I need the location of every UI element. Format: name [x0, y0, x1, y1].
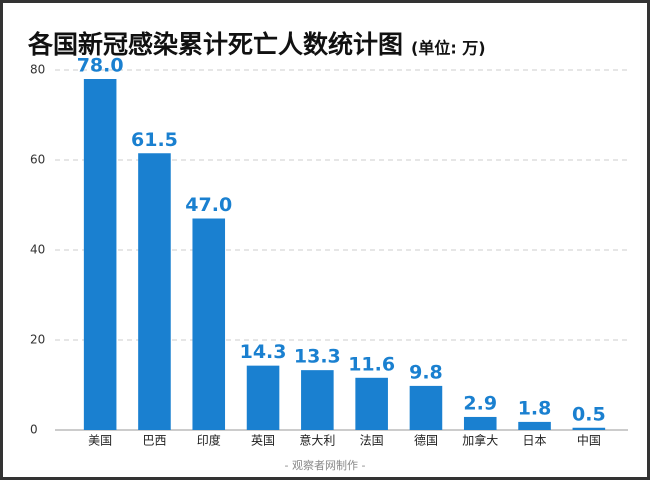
x-tick-label: 英国 — [251, 434, 275, 448]
chart-subtitle: (单位: 万) — [411, 39, 486, 58]
x-tick-label: 印度 — [197, 433, 221, 448]
bar — [246, 365, 280, 430]
bar — [138, 153, 171, 430]
x-tick-label: 巴西 — [142, 434, 166, 448]
y-tick-label: 40 — [30, 243, 45, 257]
x-tick-label: 中国 — [577, 433, 601, 448]
y-tick-label: 60 — [30, 153, 45, 167]
bar — [518, 421, 551, 430]
x-tick-label: 意大利 — [299, 433, 335, 448]
bar — [192, 218, 226, 430]
value-label: 2.9 — [463, 392, 497, 414]
value-label: 14.3 — [240, 341, 287, 363]
bar — [83, 79, 117, 430]
bar — [301, 370, 334, 430]
bar — [463, 416, 497, 430]
x-tick-label: 法国 — [360, 434, 384, 448]
x-tick-label: 美国 — [88, 434, 112, 448]
value-label: 61.5 — [131, 129, 178, 151]
x-tick-label: 加拿大 — [462, 433, 498, 448]
value-label: 1.8 — [518, 397, 552, 419]
x-tick-label: 日本 — [523, 434, 547, 448]
x-tick-label: 德国 — [414, 433, 438, 448]
chart-title: 各国新冠感染累计死亡人数统计图 — [27, 30, 403, 59]
value-label: 13.3 — [294, 346, 341, 368]
y-tick-label: 0 — [30, 423, 38, 437]
value-label: 47.0 — [185, 194, 232, 216]
value-label: 78.0 — [77, 55, 124, 77]
value-label: 9.8 — [409, 361, 443, 383]
y-tick-label: 20 — [30, 333, 45, 347]
bar — [409, 385, 443, 430]
footer: - 观察者网制作 - — [285, 458, 366, 472]
bar — [572, 427, 606, 430]
y-tick-label: 80 — [30, 63, 45, 77]
value-label: 0.5 — [572, 403, 606, 425]
value-label: 11.6 — [348, 353, 395, 375]
bar — [355, 377, 388, 430]
